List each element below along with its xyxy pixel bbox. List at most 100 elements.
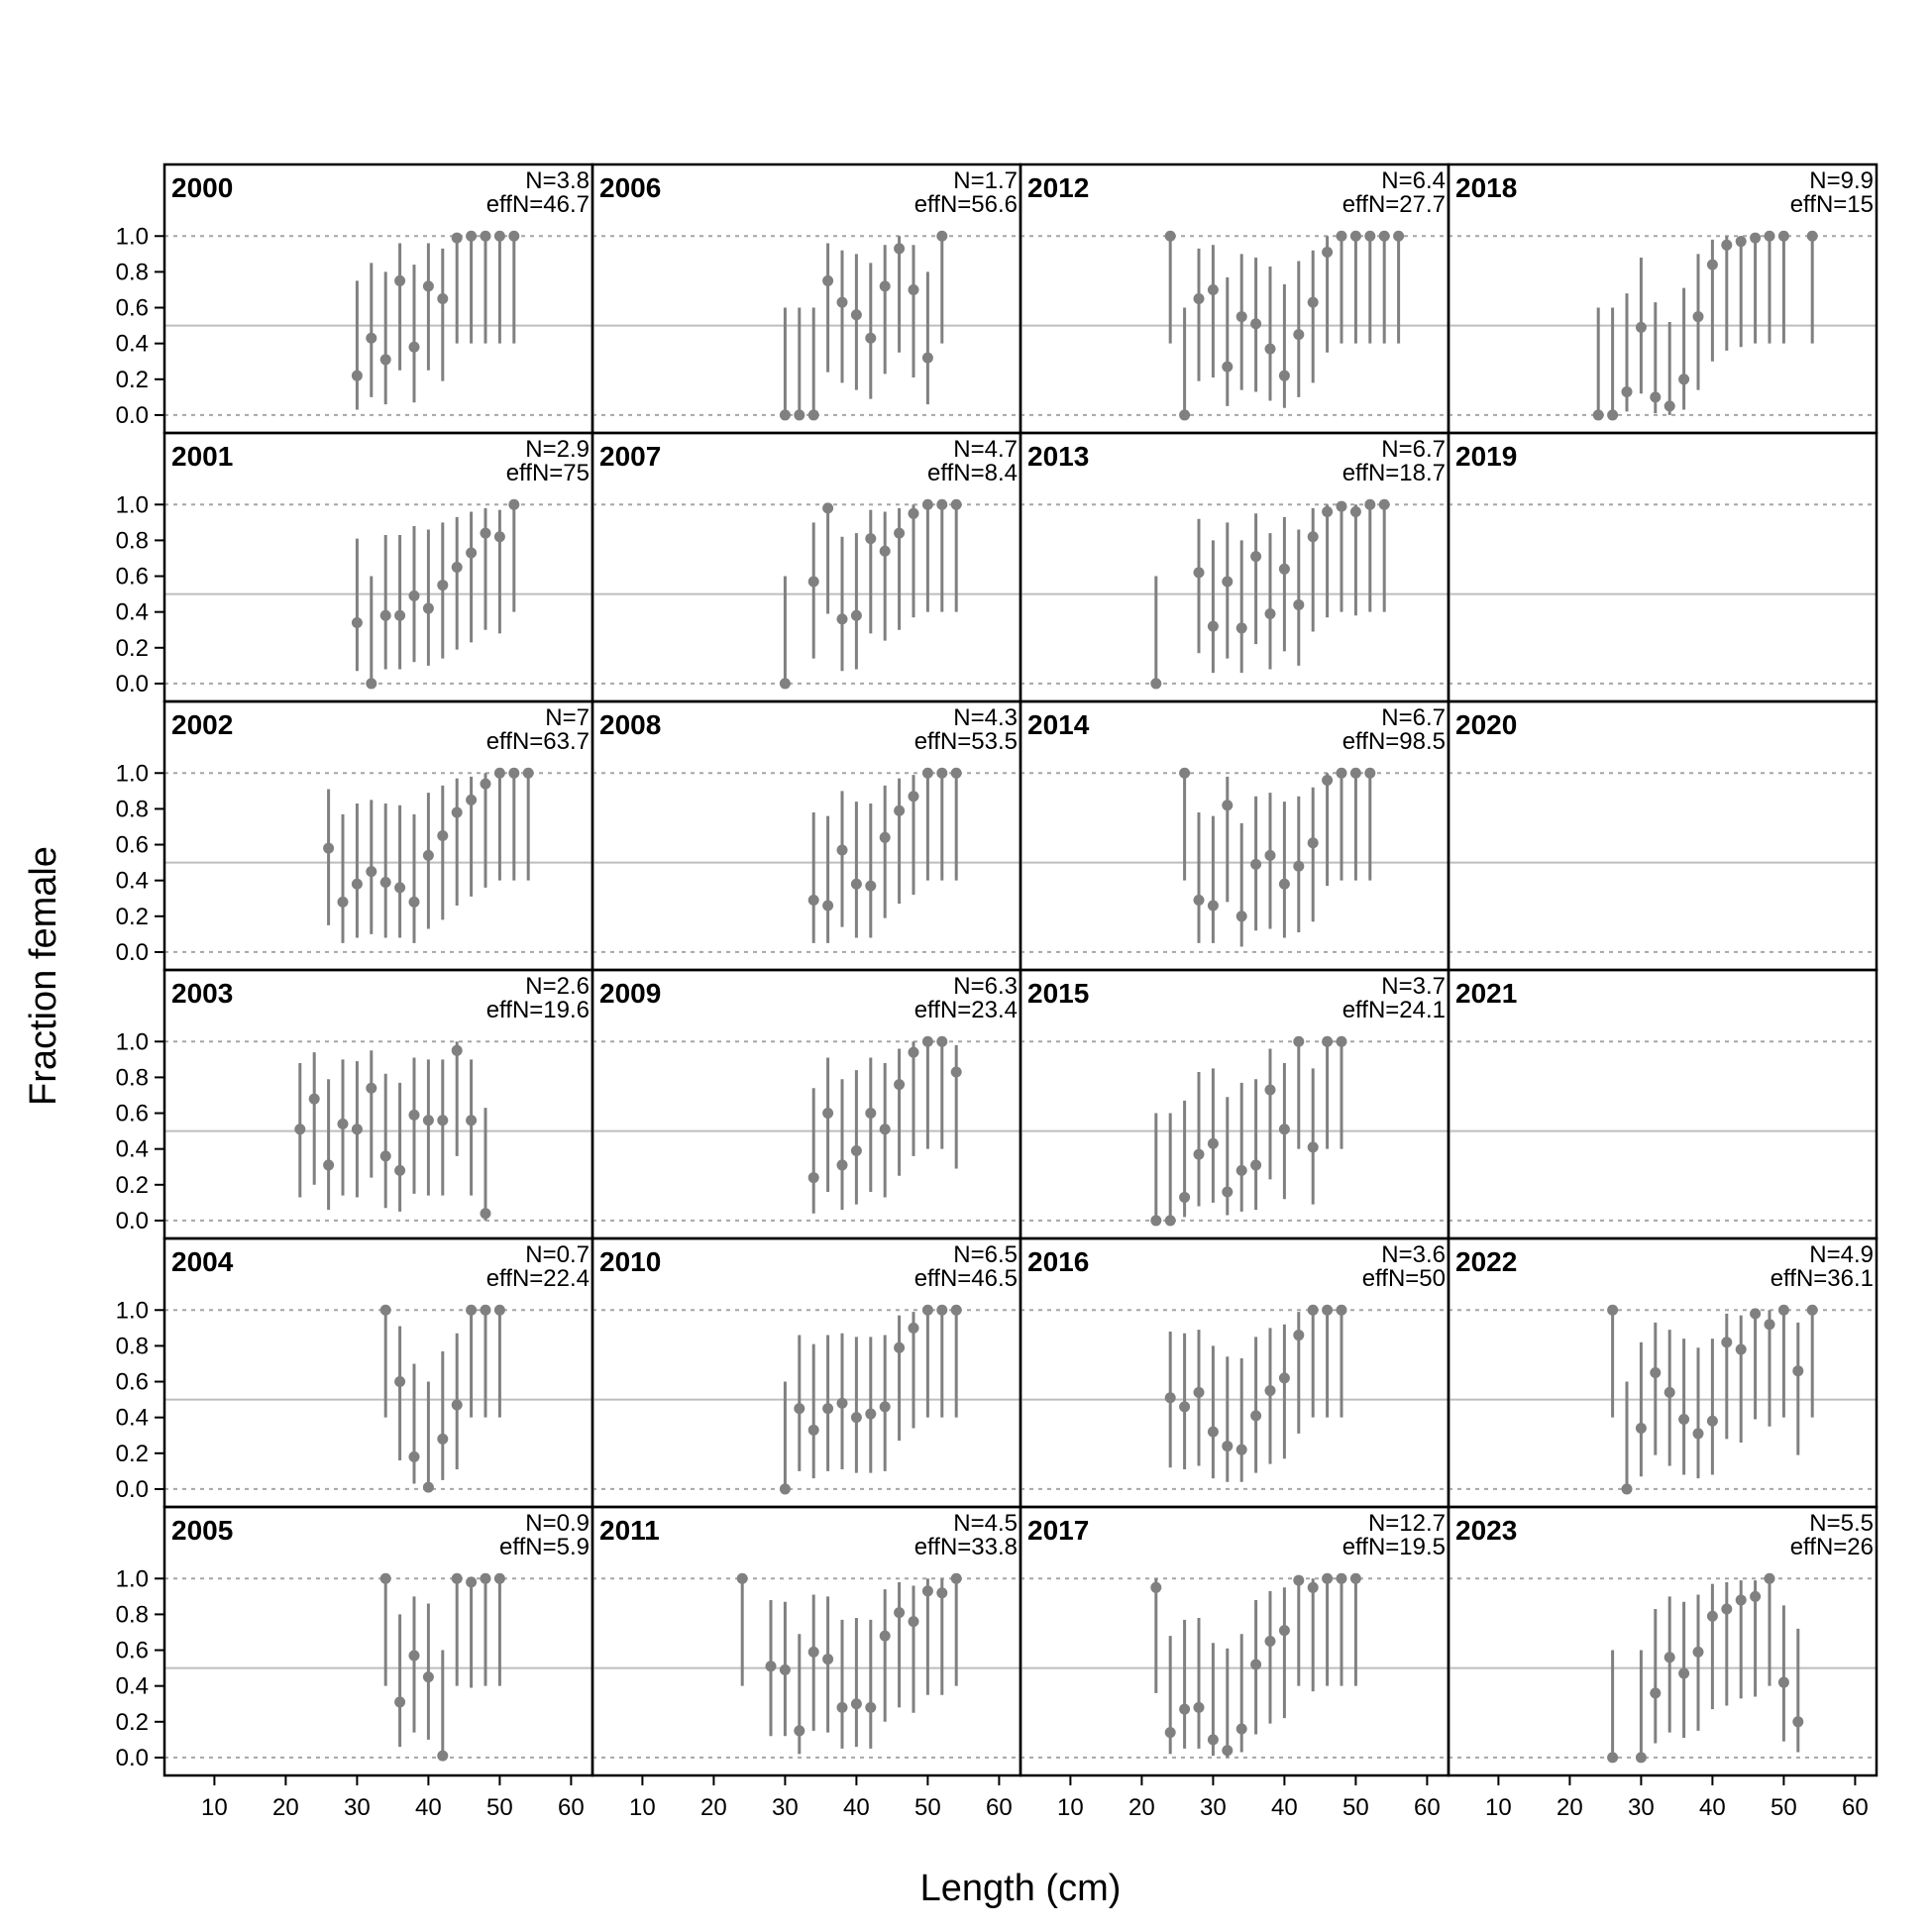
data-point (1621, 385, 1633, 397)
panel-year-label: 2019 (1455, 441, 1517, 472)
data-point (1349, 767, 1361, 779)
y-tick-label: 0.4 (116, 331, 149, 358)
panel-year-label: 2022 (1455, 1246, 1517, 1277)
data-point (822, 900, 834, 912)
data-point (1264, 1084, 1276, 1096)
data-point (1235, 311, 1247, 323)
panel-frame (1447, 431, 1878, 703)
data-point (493, 230, 505, 242)
y-tick-label: 1.0 (116, 1565, 149, 1592)
panel-n-label: N=9.9 (1809, 167, 1874, 194)
data-point (394, 609, 406, 621)
panel-effn-label: effN=22.4 (486, 1265, 590, 1292)
x-tick-label: 20 (1556, 1794, 1583, 1821)
panel-effn-label: effN=46.5 (914, 1265, 1018, 1292)
panel-n-label: N=12.7 (1368, 1510, 1446, 1537)
data-point (908, 283, 919, 295)
data-point (1322, 774, 1334, 786)
data-point (451, 806, 463, 818)
panel-effn-label: effN=63.7 (486, 728, 590, 755)
data-point (908, 1046, 919, 1058)
data-point (1322, 505, 1334, 517)
data-point (1193, 1148, 1205, 1160)
data-point (936, 498, 948, 510)
panel-year-label: 2015 (1027, 978, 1089, 1009)
data-point (394, 882, 406, 894)
x-tick-label: 30 (344, 1794, 371, 1821)
data-point (480, 1304, 491, 1316)
data-point (950, 498, 962, 510)
y-tick-label: 0.8 (116, 1064, 149, 1091)
x-tick-label: 60 (1842, 1794, 1869, 1821)
data-point (794, 1725, 805, 1737)
data-point (1278, 370, 1290, 381)
data-point (894, 1079, 906, 1091)
panel-n-label: N=3.8 (525, 167, 590, 194)
data-point (779, 1664, 791, 1675)
panel-effn-label: effN=8.4 (927, 460, 1018, 486)
data-point (794, 1403, 805, 1415)
y-tick-label: 0.8 (116, 1333, 149, 1359)
panel-year-label: 2021 (1455, 978, 1517, 1009)
data-point (1378, 230, 1390, 242)
data-point (1764, 1572, 1775, 1584)
data-point (422, 280, 434, 292)
data-point (422, 1671, 434, 1683)
x-tick-label: 40 (415, 1794, 442, 1821)
data-point (894, 243, 906, 255)
panel-n-label: N=0.9 (525, 1510, 590, 1537)
data-point (1750, 232, 1762, 244)
data-point (779, 678, 791, 690)
data-point (394, 1376, 406, 1388)
panel-year-label: 2002 (171, 709, 233, 740)
data-point (1222, 361, 1234, 373)
panel-n-label: N=7 (545, 704, 590, 731)
data-point (921, 1585, 933, 1597)
data-point (794, 409, 805, 421)
panel-year-label: 2004 (171, 1246, 234, 1277)
y-tick-label: 0.6 (116, 1369, 149, 1396)
data-point (1706, 259, 1718, 270)
data-point (408, 1650, 420, 1662)
data-point (879, 1124, 891, 1135)
data-point (408, 1450, 420, 1462)
panel-year-label: 2008 (599, 709, 661, 740)
data-point (480, 778, 491, 790)
data-point (836, 1159, 848, 1171)
data-point (879, 831, 891, 843)
panel-n-label: N=1.7 (953, 167, 1018, 194)
data-point (466, 794, 478, 805)
x-tick-label: 40 (843, 1794, 870, 1821)
data-point (1750, 1308, 1762, 1320)
data-point (323, 1159, 335, 1171)
data-point (1235, 911, 1247, 922)
panel-effn-label: effN=5.9 (499, 1534, 590, 1560)
panel-year-label: 2018 (1455, 172, 1517, 203)
data-point (351, 878, 363, 890)
data-point (1735, 236, 1747, 248)
x-tick-label: 10 (1057, 1794, 1084, 1821)
y-tick-label: 0.2 (116, 635, 149, 662)
data-point (1307, 531, 1319, 543)
data-point (1179, 1703, 1191, 1715)
data-point (351, 1124, 363, 1135)
panel-year-label: 2017 (1027, 1515, 1089, 1546)
data-point (822, 502, 834, 514)
data-point (779, 409, 791, 421)
y-tick-label: 0.0 (116, 671, 149, 698)
panels-layer: 2000 N=3.8effN=46.70.00.20.40.60.81.02001… (116, 162, 1878, 1821)
data-point (1307, 296, 1319, 308)
data-point (379, 1304, 391, 1316)
data-point (1607, 1304, 1619, 1316)
panel-year-label: 2014 (1027, 709, 1090, 740)
data-point (1349, 230, 1361, 242)
data-point (451, 232, 463, 244)
panel-effn-label: effN=33.8 (914, 1534, 1018, 1560)
y-tick-label: 0.4 (116, 599, 149, 626)
x-tick-label: 50 (1771, 1794, 1797, 1821)
data-point (1207, 1426, 1219, 1438)
